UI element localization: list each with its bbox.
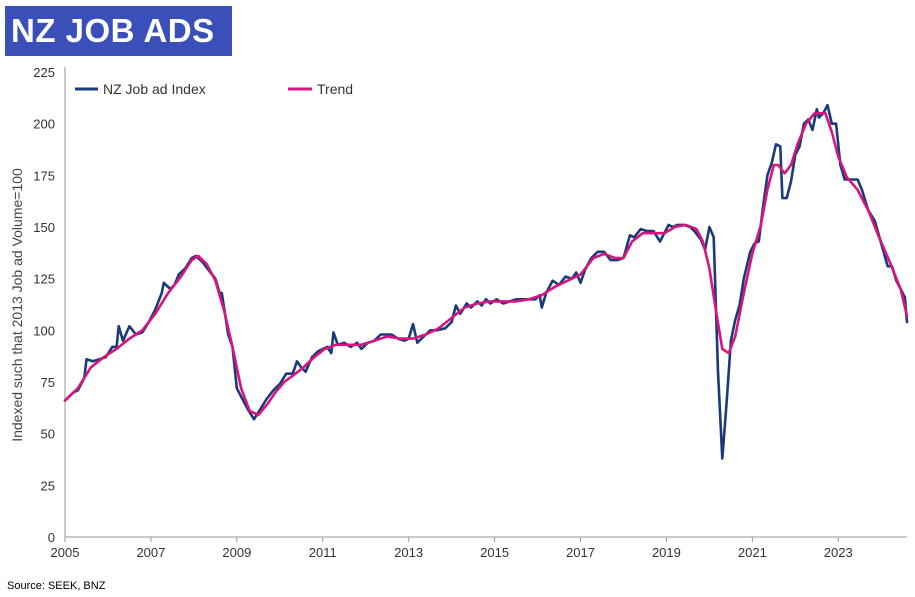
y-tick-label: 125 [33, 272, 55, 287]
x-tick-label: 2005 [51, 545, 80, 560]
axes [64, 67, 907, 538]
y-tick-label: 100 [33, 323, 55, 338]
x-tick-label: 2007 [136, 545, 165, 560]
x-tick-label: 2021 [738, 545, 767, 560]
y-tick-label: 25 [41, 478, 55, 493]
legend: NZ Job ad Index Trend [75, 81, 353, 97]
series-lines [63, 103, 909, 460]
y-tick-label: 150 [33, 220, 55, 235]
x-tick-label: 2019 [652, 545, 681, 560]
source-note: Source: SEEK, BNZ [7, 580, 106, 592]
legend-label-trend: Trend [317, 81, 353, 97]
x-axis-ticks: 2005 2007 2009 2011 2013 2015 2017 2019 2021 2023 [51, 537, 853, 560]
y-tick-label: 225 [33, 65, 55, 80]
x-tick-label: 2023 [824, 545, 853, 560]
series-line-nz-job-ad-index [63, 103, 909, 460]
y-axis-label: Indexed such that 2013 Job ad Volume=100 [9, 168, 25, 442]
y-tick-label: 200 [33, 117, 55, 132]
y-axis-ticks: 0 25 50 75 100 125 150 175 200 225 [33, 65, 55, 545]
series-line-trend [63, 112, 909, 417]
chart-title: NZ JOB ADS [5, 6, 232, 56]
x-tick-label: 2017 [566, 545, 595, 560]
y-tick-label: 175 [33, 168, 55, 183]
y-tick-label: 50 [41, 427, 55, 442]
x-tick-label: 2009 [222, 545, 251, 560]
x-tick-label: 2011 [309, 545, 337, 560]
legend-label-nz-job-ad-index: NZ Job ad Index [103, 81, 206, 97]
x-tick-label: 2015 [480, 545, 509, 560]
y-tick-label: 75 [41, 375, 55, 390]
x-tick-label: 2013 [394, 545, 423, 560]
y-tick-label: 0 [48, 530, 55, 545]
